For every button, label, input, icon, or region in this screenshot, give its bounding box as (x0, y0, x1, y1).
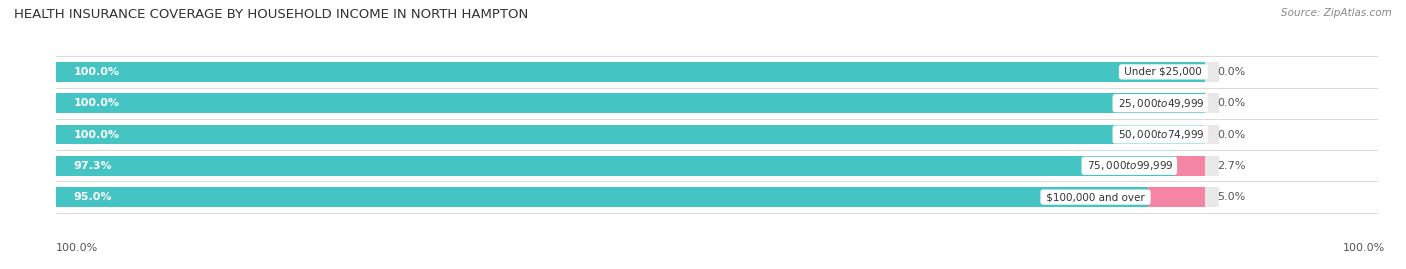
Text: 0.0%: 0.0% (1218, 67, 1246, 77)
Bar (56, 156, 1174, 175)
Text: $100,000 and over: $100,000 and over (1043, 192, 1149, 202)
Bar (56, 125, 1219, 144)
Text: $25,000 to $49,999: $25,000 to $49,999 (1115, 97, 1205, 110)
Text: HEALTH INSURANCE COVERAGE BY HOUSEHOLD INCOME IN NORTH HAMPTON: HEALTH INSURANCE COVERAGE BY HOUSEHOLD I… (14, 8, 529, 21)
Text: 100.0%: 100.0% (1343, 243, 1385, 253)
Bar (56, 187, 1149, 207)
Text: $75,000 to $99,999: $75,000 to $99,999 (1084, 159, 1174, 172)
Bar (56, 125, 1205, 144)
Text: 100.0%: 100.0% (73, 67, 120, 77)
Text: 0.0%: 0.0% (1218, 98, 1246, 108)
Bar (1149, 187, 1205, 207)
Text: 100.0%: 100.0% (56, 243, 98, 253)
Bar (56, 94, 1205, 113)
Bar (56, 62, 1219, 82)
Text: $50,000 to $74,999: $50,000 to $74,999 (1115, 128, 1205, 141)
Text: 2.7%: 2.7% (1218, 161, 1246, 171)
Bar (56, 94, 1219, 113)
Bar (56, 62, 1205, 82)
Text: Under $25,000: Under $25,000 (1122, 67, 1205, 77)
Bar (1174, 156, 1205, 175)
Text: Source: ZipAtlas.com: Source: ZipAtlas.com (1281, 8, 1392, 18)
Text: 5.0%: 5.0% (1218, 192, 1246, 202)
Bar (56, 156, 1219, 175)
Text: 100.0%: 100.0% (73, 129, 120, 140)
Text: 0.0%: 0.0% (1218, 129, 1246, 140)
Text: 100.0%: 100.0% (73, 98, 120, 108)
Bar (56, 187, 1219, 207)
Text: 95.0%: 95.0% (73, 192, 112, 202)
Text: 97.3%: 97.3% (73, 161, 112, 171)
